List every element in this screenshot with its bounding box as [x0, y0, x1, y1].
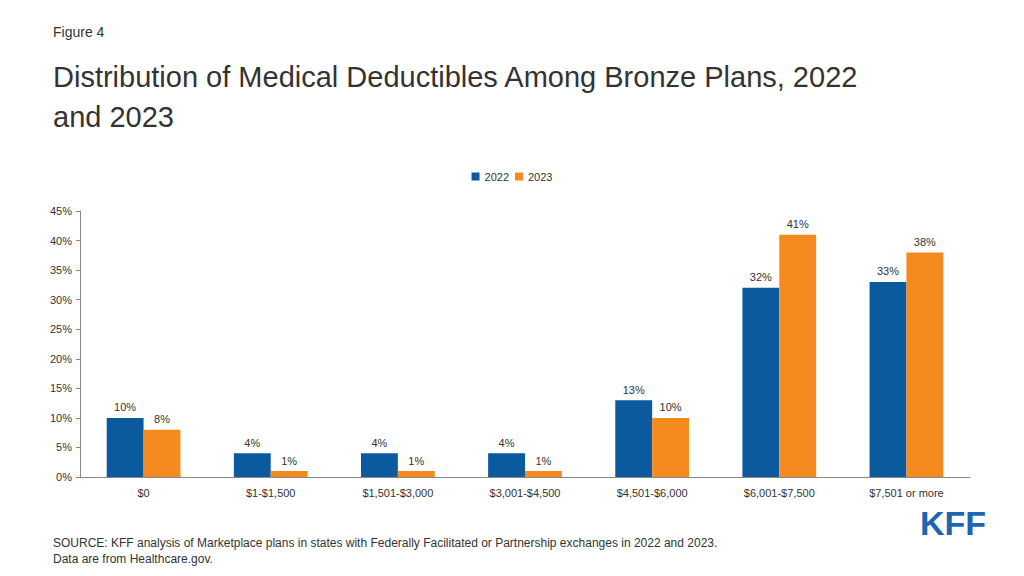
svg-text:$1,501-$3,000: $1,501-$3,000: [362, 487, 433, 499]
svg-text:2023: 2023: [528, 171, 552, 183]
svg-text:20%: 20%: [50, 353, 72, 365]
svg-text:$6,001-$7,500: $6,001-$7,500: [744, 487, 815, 499]
svg-text:4%: 4%: [499, 437, 515, 449]
svg-text:$7,501 or more: $7,501 or more: [869, 487, 944, 499]
svg-text:$3,001-$4,500: $3,001-$4,500: [490, 487, 561, 499]
svg-text:41%: 41%: [787, 218, 809, 230]
svg-text:1%: 1%: [535, 455, 551, 467]
svg-text:$0: $0: [137, 487, 149, 499]
svg-text:45%: 45%: [50, 205, 72, 217]
svg-text:30%: 30%: [50, 294, 72, 306]
svg-text:2022: 2022: [485, 171, 509, 183]
svg-text:13%: 13%: [623, 384, 645, 396]
svg-text:38%: 38%: [914, 236, 936, 248]
svg-text:$1-$1,500: $1-$1,500: [246, 487, 296, 499]
svg-text:10%: 10%: [660, 401, 682, 413]
svg-text:4%: 4%: [244, 437, 260, 449]
svg-text:25%: 25%: [50, 323, 72, 335]
svg-text:32%: 32%: [750, 271, 772, 283]
svg-text:15%: 15%: [50, 382, 72, 394]
svg-text:$4,501-$6,000: $4,501-$6,000: [617, 487, 688, 499]
svg-text:Data are from Healthcare.gov.: Data are from Healthcare.gov.: [53, 552, 213, 566]
svg-text:4%: 4%: [371, 437, 387, 449]
svg-text:40%: 40%: [50, 235, 72, 247]
svg-text:33%: 33%: [877, 265, 899, 277]
svg-text:10%: 10%: [114, 401, 136, 413]
svg-text:10%: 10%: [50, 412, 72, 424]
svg-text:1%: 1%: [281, 455, 297, 467]
svg-text:SOURCE: KFF analysis of Market: SOURCE: KFF analysis of Marketplace plan…: [53, 536, 721, 550]
svg-text:0%: 0%: [56, 471, 72, 483]
svg-text:Figure 4: Figure 4: [53, 24, 105, 40]
svg-text:5%: 5%: [56, 441, 72, 453]
svg-text:8%: 8%: [154, 413, 170, 425]
svg-text:35%: 35%: [50, 264, 72, 276]
svg-text:1%: 1%: [408, 455, 424, 467]
svg-text:KFF: KFF: [920, 504, 986, 542]
svg-text:and 2023: and 2023: [53, 101, 174, 133]
svg-text:Distribution of Medical Deduct: Distribution of Medical Deductibles Amon…: [53, 61, 865, 93]
